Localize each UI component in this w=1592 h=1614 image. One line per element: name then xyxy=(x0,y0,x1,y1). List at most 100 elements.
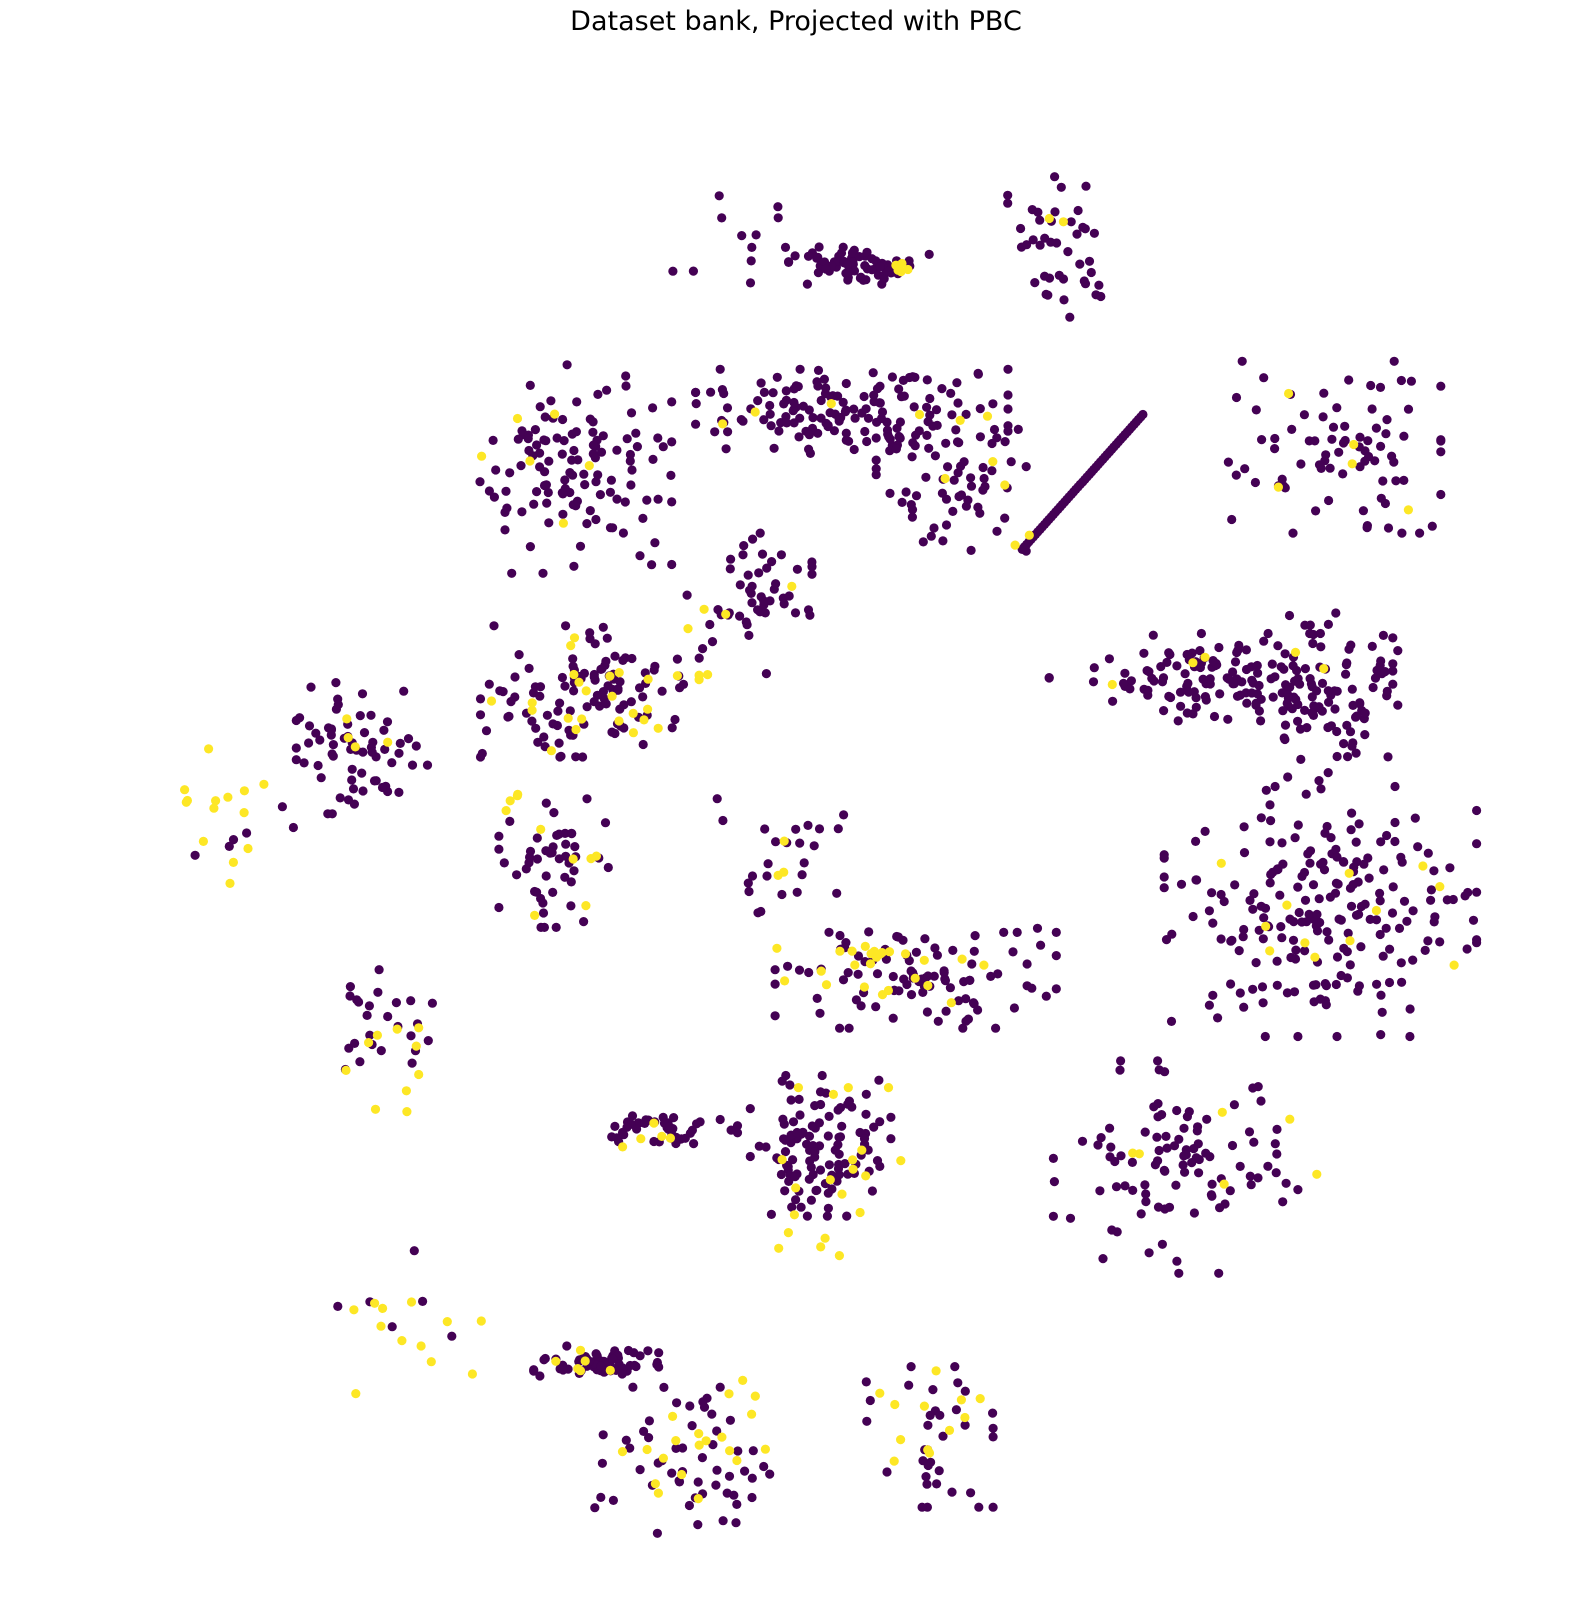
right-upper-blob-point xyxy=(1319,388,1329,398)
bottom-center-point xyxy=(861,1171,871,1181)
upper-center-band-point xyxy=(768,388,778,398)
far-left-circle-point xyxy=(411,741,421,751)
upper-center-band-point xyxy=(821,383,831,393)
upper-left-point xyxy=(593,470,603,480)
center-diagonal-point xyxy=(1032,923,1043,933)
right-large-blob-point xyxy=(1347,808,1357,818)
lower-spread-point xyxy=(608,1495,619,1505)
upper-left-point xyxy=(631,428,641,438)
upper-center-band-point xyxy=(766,421,776,431)
upper-left-point xyxy=(653,494,663,504)
right-large-blob-point xyxy=(1238,932,1248,942)
bottom-right-point xyxy=(1206,1190,1216,1200)
right-large-blob-point xyxy=(1418,861,1428,871)
right-bands-point xyxy=(1279,664,1289,674)
top-band-point xyxy=(820,257,830,267)
bottom-right-point xyxy=(1048,1211,1058,1221)
bottom-center-point xyxy=(804,1174,814,1184)
center-diagonal-point xyxy=(821,980,832,990)
upper-left-point xyxy=(650,538,660,548)
top-band-point xyxy=(854,252,865,262)
upper-left-point xyxy=(666,470,676,480)
upper-center-band-point xyxy=(947,410,957,420)
bottom-center-point xyxy=(830,1145,840,1155)
bottom-center-point xyxy=(780,1147,791,1157)
right-large-blob-point xyxy=(1382,830,1392,841)
lower-spread-point xyxy=(625,1443,635,1453)
upper-left-point xyxy=(543,487,553,498)
lower-band-point xyxy=(551,1356,561,1366)
right-bands-point xyxy=(1234,640,1244,651)
top-sparse-point xyxy=(773,202,783,212)
upper-center-tail-point xyxy=(987,438,997,449)
right-large-blob-point xyxy=(1385,944,1395,954)
top-right-ring-point xyxy=(1094,280,1104,290)
center-circle-point xyxy=(767,557,777,567)
bottom-center-point xyxy=(886,1134,896,1144)
upper-center-tail-point xyxy=(943,462,953,472)
center-diagonal-point xyxy=(932,950,943,960)
upper-center-tail-point xyxy=(926,531,936,541)
right-upper-blob-point xyxy=(1340,435,1350,446)
right-upper-mid-point xyxy=(1351,748,1361,758)
far-left-yellow-point xyxy=(224,841,234,852)
right-large-blob-point xyxy=(1408,955,1418,965)
lower-mid-cluster-point xyxy=(925,1410,935,1420)
center-left-circle-point xyxy=(539,922,550,933)
right-large-blob-point xyxy=(1339,857,1349,867)
lower-band-point xyxy=(575,1366,586,1376)
center-diagonal-point xyxy=(838,975,849,985)
upper-left-point xyxy=(544,456,554,466)
lower-spread-point xyxy=(667,1468,677,1478)
center-left-circle-point xyxy=(579,917,589,927)
lower-mid-cluster-point xyxy=(953,1378,963,1388)
upper-center-band-point xyxy=(946,388,956,398)
left-center-blob-point xyxy=(566,641,576,651)
right-upper-mid-point xyxy=(1278,706,1288,716)
left-center-blob-point xyxy=(539,732,549,742)
bottom-center-point xyxy=(844,1096,855,1106)
bottom-band-point xyxy=(632,1124,642,1134)
lower-band-point xyxy=(643,1346,653,1356)
left-small-ring-point xyxy=(402,1107,412,1117)
right-upper-blob-point xyxy=(1399,475,1409,485)
left-center-blob-point xyxy=(670,714,680,725)
left-center-blob-point xyxy=(635,683,645,693)
center-diagonal-point xyxy=(910,973,920,983)
bottom-center-point xyxy=(794,1094,804,1104)
upper-center-band-point xyxy=(804,430,815,440)
right-upper-mid-point xyxy=(1341,660,1351,670)
right-bands-point xyxy=(1148,630,1158,640)
top-band-point xyxy=(867,254,877,264)
bottom-center-point xyxy=(848,1155,858,1165)
center-left-circle-point xyxy=(521,864,531,874)
right-bands-point xyxy=(1172,661,1182,671)
top-band-point xyxy=(821,264,831,274)
upper-center-tail-point xyxy=(949,475,959,485)
left-center-blob-point xyxy=(601,699,611,709)
left-center-blob-point xyxy=(527,698,537,708)
lower-mid-cluster-point xyxy=(988,1408,998,1418)
upper-left-point xyxy=(568,470,578,480)
center-diagonal-point xyxy=(957,954,967,964)
left-center-blob-point xyxy=(585,628,595,638)
lower-left-yellow-point xyxy=(349,1305,359,1315)
center-diagonal-point xyxy=(859,982,870,992)
upper-center-tail-point xyxy=(941,494,952,504)
bottom-right-point xyxy=(1285,1114,1295,1124)
left-small-ring-point xyxy=(350,1038,360,1048)
far-left-circle-point xyxy=(316,773,326,783)
upper-center-band-point xyxy=(914,409,925,420)
upper-center-band-point xyxy=(823,421,833,432)
bottom-right-point xyxy=(1065,1213,1076,1223)
right-large-blob-point xyxy=(1423,936,1433,946)
lower-spread-point xyxy=(642,1444,652,1455)
right-upper-blob-point xyxy=(1280,483,1290,493)
left-small-ring-point xyxy=(370,1104,381,1114)
left-center-blob-point xyxy=(626,697,636,707)
bottom-center-point xyxy=(816,1099,826,1110)
left-center-blob-point xyxy=(615,704,625,714)
upper-center-band-point xyxy=(774,426,784,436)
upper-center-band-point xyxy=(1003,426,1013,436)
bottom-right-point xyxy=(1172,1105,1182,1116)
